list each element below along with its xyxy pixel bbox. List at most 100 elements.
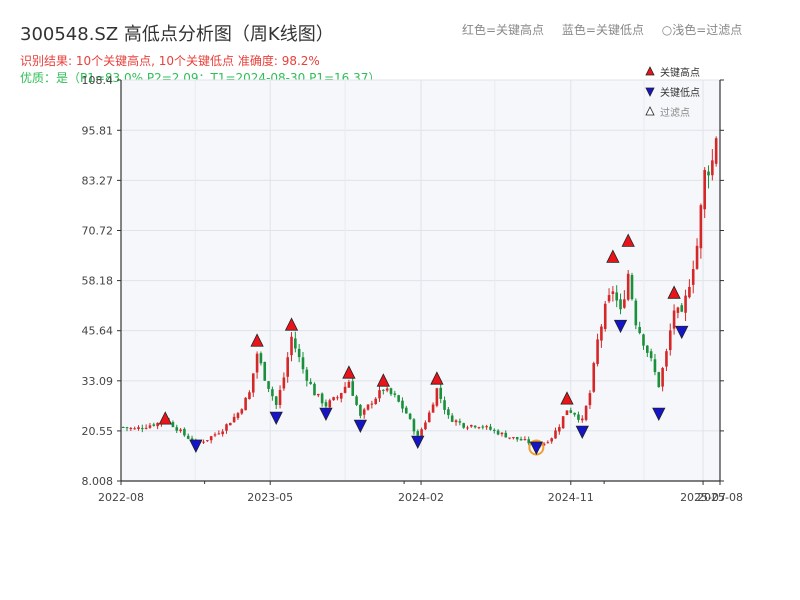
- candle-body: [508, 437, 511, 439]
- candle-body: [603, 303, 607, 329]
- x-tick-label: 2024-02: [398, 491, 444, 504]
- candle-body: [316, 393, 320, 396]
- candle-body: [232, 416, 236, 423]
- legend-filtered-label: 过滤点: [660, 106, 690, 119]
- candle-body: [680, 305, 684, 312]
- candle-body: [332, 397, 335, 401]
- candle-body: [699, 205, 703, 249]
- candle-body: [492, 429, 496, 431]
- y-tick-label: 20.55: [82, 425, 114, 438]
- candle-body: [144, 427, 148, 429]
- top-legend-blue: 蓝色=关键低点: [561, 23, 644, 37]
- candle-body: [420, 429, 423, 437]
- candle-body: [206, 440, 209, 442]
- candle-body: [600, 326, 603, 341]
- candle-body: [347, 381, 351, 388]
- candle-body: [691, 269, 695, 285]
- candle-body: [688, 286, 691, 298]
- candle-body: [301, 357, 305, 370]
- candle-body: [179, 429, 182, 432]
- candle-body: [542, 443, 546, 446]
- candle-body: [408, 413, 412, 419]
- key-high-marker: [284, 317, 299, 331]
- x-tick-label: 2022-08: [98, 491, 144, 504]
- key-high-marker: [560, 391, 574, 405]
- key-high-marker: [606, 249, 620, 263]
- candle-body: [297, 348, 301, 358]
- candle-body: [454, 420, 458, 423]
- candle-body: [466, 427, 469, 429]
- key-high-marker: [376, 373, 390, 387]
- candle-body: [481, 426, 485, 428]
- candle-body: [447, 409, 450, 416]
- legend-high-icon: [645, 66, 655, 76]
- candle-body: [362, 409, 366, 415]
- candle-body: [665, 351, 668, 367]
- candle-body: [286, 357, 289, 377]
- candle-body: [661, 368, 664, 387]
- candle-body: [703, 170, 706, 210]
- candle-body: [554, 430, 557, 439]
- y-tick-label: 45.64: [82, 325, 114, 338]
- candle-body: [619, 299, 622, 310]
- candle-body: [274, 396, 278, 405]
- legend-low-label: 关键低点: [660, 86, 700, 99]
- candle-body: [550, 438, 553, 442]
- candle-body: [439, 387, 443, 399]
- candle-body: [489, 426, 492, 430]
- candle-body: [523, 439, 527, 441]
- candle-body: [458, 421, 462, 423]
- candle-body: [427, 412, 431, 423]
- markers: [158, 233, 689, 456]
- candle-body: [558, 427, 561, 432]
- candle-body: [229, 422, 232, 426]
- key-low-marker: [575, 425, 589, 439]
- candle-body: [626, 273, 630, 300]
- y-tick-label: 33.09: [82, 375, 114, 388]
- candle-body: [133, 428, 136, 430]
- candle-body: [584, 405, 588, 420]
- candle-body: [382, 389, 385, 391]
- candle-body: [527, 439, 531, 444]
- candle-body: [259, 353, 263, 364]
- candle-body: [546, 442, 550, 444]
- candle-body: [473, 425, 477, 428]
- candle-body: [623, 299, 626, 308]
- candle-body: [657, 372, 661, 388]
- candle-body: [378, 390, 381, 399]
- candle-body: [248, 392, 251, 400]
- candle-body: [672, 310, 676, 329]
- candle-body: [569, 410, 573, 413]
- candle-body: [171, 422, 175, 428]
- legend-high-label: 关键高点: [660, 66, 700, 79]
- candle-body: [592, 363, 596, 392]
- candle-body: [450, 415, 454, 422]
- candle-body: [343, 386, 347, 393]
- key-low-marker: [353, 419, 368, 434]
- key-high-marker: [158, 411, 172, 425]
- candle-body: [324, 402, 328, 407]
- candle-body: [217, 433, 221, 435]
- y-tick-label: 108.4: [82, 74, 114, 87]
- result-summary: 识别结果: 10个关键高点, 10个关键低点 准确度: 98.2%: [20, 54, 320, 68]
- candle-body: [404, 407, 408, 414]
- candle-body: [183, 428, 186, 436]
- candle-body: [653, 359, 657, 373]
- key-high-marker: [667, 285, 681, 299]
- candle-body: [588, 393, 592, 406]
- candle-body: [213, 434, 217, 436]
- candle-body: [141, 428, 144, 430]
- candle-body: [496, 430, 500, 435]
- candle-body: [366, 404, 370, 410]
- candle-body: [152, 424, 156, 426]
- candle-body: [607, 295, 611, 302]
- candle-body: [175, 427, 179, 431]
- candle-body: [385, 388, 389, 391]
- y-tick-label: 8.008: [82, 475, 114, 488]
- candle-body: [416, 431, 420, 436]
- legend-low-icon: [645, 87, 655, 97]
- candle-body: [121, 426, 125, 428]
- candle-body: [294, 338, 297, 349]
- candle-body: [339, 393, 343, 399]
